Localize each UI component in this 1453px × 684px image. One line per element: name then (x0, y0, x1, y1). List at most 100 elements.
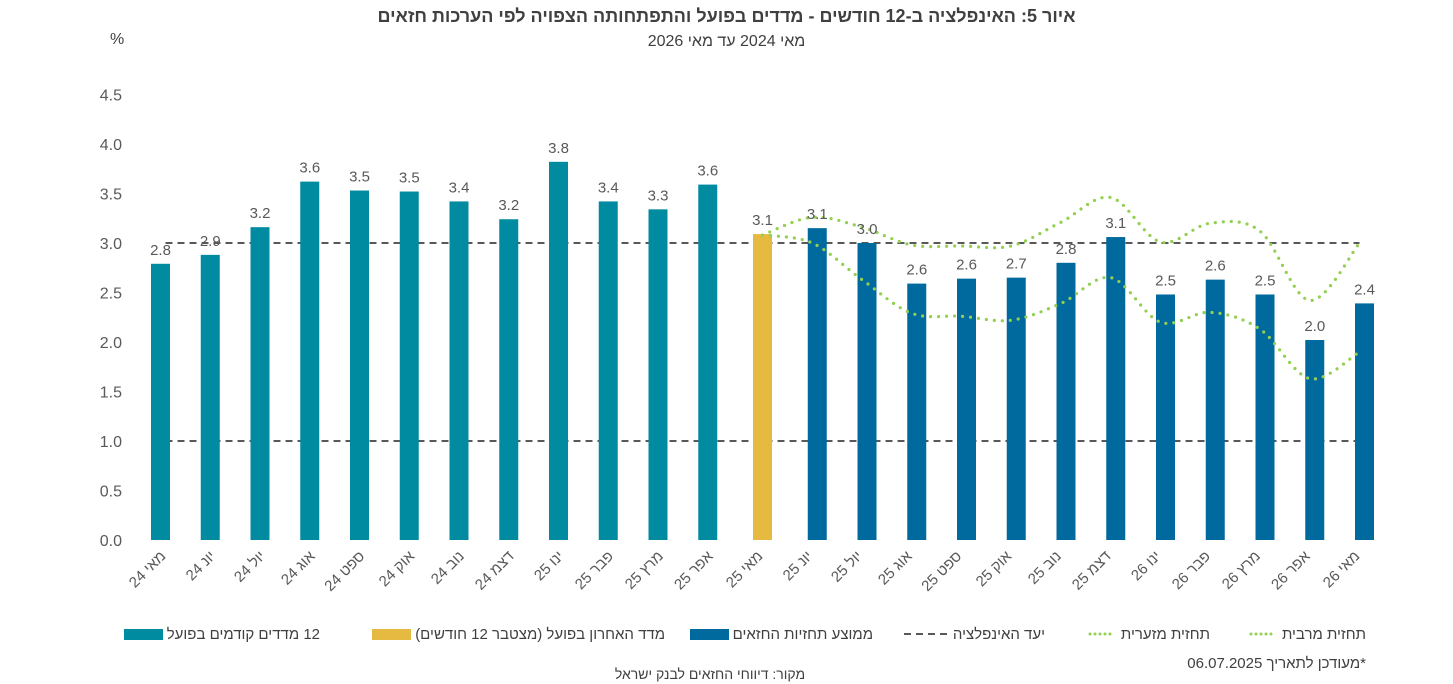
y-tick-label: 0.5 (100, 484, 122, 501)
data-label: 2.4 (1354, 281, 1375, 298)
y-tick-label: 4.5 (100, 88, 122, 105)
bar-previous-actual (300, 181, 320, 540)
data-label: 2.6 (1205, 258, 1226, 275)
legend-item-forecast-min: תחזית מזערית (1087, 624, 1210, 644)
forecast-min-line (760, 233, 1362, 381)
data-label: 3.5 (349, 169, 370, 186)
chart-title: איור 5: האינפלציה ב-12 חודשים - מדדים בפ… (377, 6, 1076, 26)
bar-forecast-average (1205, 279, 1225, 540)
data-label: 2.6 (906, 262, 927, 279)
legend-label: 12 מדדים קודמים בפועל (166, 625, 320, 643)
bar-previous-actual (399, 191, 419, 540)
data-label: 3.4 (449, 179, 470, 196)
y-axis: 0.0 0.5 1.0 1.5 2.0 2.5 3.0 3.5 4.0 4.5 (100, 88, 122, 551)
x-tick-label: דצמ 24 (472, 548, 518, 594)
x-tick-label: יול 25 (828, 548, 866, 586)
legend-swatch-teal-box (123, 628, 163, 640)
legend-label: יעד האינפלציה (952, 625, 1045, 643)
data-label: 3.1 (1105, 215, 1126, 232)
legend-item-inflation-target: יעד האינפלציה (903, 624, 1045, 644)
forecast-max-line (760, 195, 1362, 303)
bar-forecast-average (907, 283, 927, 540)
data-label: 3.0 (857, 221, 878, 238)
x-tick-label: פבר 25 (572, 548, 617, 593)
forecast-range-lines (760, 195, 1362, 381)
bar-forecast-average (1156, 294, 1175, 540)
legend-label: תחזית מזערית (1120, 625, 1210, 643)
bar-previous-actual (200, 254, 220, 540)
x-tick-label: מאי 25 (723, 548, 766, 591)
x-tick-label: אפר 25 (671, 547, 717, 593)
x-tick-label: מרץ 25 (622, 548, 667, 593)
data-label: 2.5 (1255, 272, 1276, 289)
y-tick-label: 3.5 (100, 187, 122, 204)
y-axis-unit-label: % (110, 31, 125, 48)
bar-previous-actual (350, 190, 369, 540)
x-tick-label: מרץ 26 (1219, 548, 1264, 593)
legend-swatch-dashed-line (903, 633, 948, 635)
data-label: 2.9 (200, 233, 221, 250)
x-tick-label: אפר 26 (1268, 547, 1314, 593)
updated-date-note: *מעודכן לתאריך 06.07.2025 (1187, 655, 1366, 672)
x-tick-label: יונ 24 (183, 548, 219, 584)
bar-previous-actual (499, 219, 519, 541)
data-label: 3.4 (598, 179, 619, 196)
data-label: 3.1 (752, 212, 773, 229)
bar-previous-actual (449, 201, 469, 541)
bar-previous-actual (549, 161, 568, 540)
bar-forecast-average (1255, 294, 1275, 540)
x-tick-label: אוק 24 (376, 547, 419, 590)
legend-item-previous-actual: 12 מדדים קודמים בפועל (123, 624, 320, 644)
y-tick-label: 0.0 (100, 533, 122, 550)
data-label: 3.2 (250, 205, 271, 222)
data-label: 2.8 (150, 242, 171, 259)
data-label: 2.5 (1155, 272, 1176, 289)
y-tick-label: 1.5 (100, 385, 122, 402)
bar-forecast-average (1006, 277, 1026, 540)
legend-swatch-blue-box (689, 628, 729, 640)
x-tick-label: מאי 24 (126, 548, 169, 591)
legend-item-forecast-max: תחזית מרבית (1248, 624, 1366, 644)
bar-forecast-average (1106, 237, 1126, 540)
x-tick-label: יונ 25 (780, 548, 816, 584)
bar-previous-actual (648, 209, 668, 540)
legend-label: תחזית מרבית (1281, 625, 1366, 643)
bar-previous-actual (598, 201, 618, 541)
x-tick-label: אוג 24 (278, 547, 319, 588)
x-tick-label: ינו 26 (1128, 548, 1164, 584)
x-tick-label: אוג 25 (875, 547, 916, 588)
data-label: 3.2 (498, 197, 519, 214)
y-tick-label: 1.0 (100, 434, 122, 451)
x-tick-label: ספט 24 (321, 548, 368, 595)
data-label: 2.7 (1006, 256, 1027, 273)
data-label: 3.6 (299, 160, 320, 177)
y-tick-label: 4.0 (100, 137, 122, 154)
legend-swatch-yellow-box (372, 628, 412, 640)
x-tick-label: פבר 26 (1169, 548, 1214, 593)
x-tick-label: נוב 25 (1025, 548, 1065, 588)
chart-subtitle: מאי 2024 עד מאי 2026 (647, 33, 806, 50)
data-labels: 2.8 2.9 3.2 3.6 3.5 3.5 3.4 3.2 3.8 3.4 3.3 3.6 3.1 3… (150, 140, 1375, 335)
bar-forecast-average (1305, 340, 1325, 540)
y-tick-label: 2.5 (100, 286, 122, 303)
x-tick-label: דצמ 25 (1069, 548, 1115, 594)
source-note: מקור: דיווחי החזאים לבנק ישראל (614, 666, 806, 682)
x-tick-label: ספט 25 (918, 548, 965, 595)
bar-forecast-average (807, 228, 827, 540)
bar-forecast-average (1355, 303, 1374, 540)
bar-forecast-average (1056, 262, 1076, 540)
data-label: 2.8 (1056, 241, 1077, 258)
bar-previous-actual (151, 263, 170, 540)
data-label: 3.8 (548, 140, 569, 157)
data-label: 2.6 (956, 257, 977, 274)
bar-previous-actual (698, 184, 718, 540)
bars (151, 161, 1374, 541)
x-tick-label: מאי 26 (1320, 548, 1363, 591)
x-tick-label: יול 24 (231, 548, 269, 586)
bar-previous-actual (250, 227, 270, 540)
y-tick-label: 3.0 (100, 236, 122, 253)
x-tick-label: אוק 25 (973, 547, 1016, 590)
legend-item-last-actual: מדד האחרון בפועל (מצטבר 12 חודשים) (372, 624, 665, 644)
